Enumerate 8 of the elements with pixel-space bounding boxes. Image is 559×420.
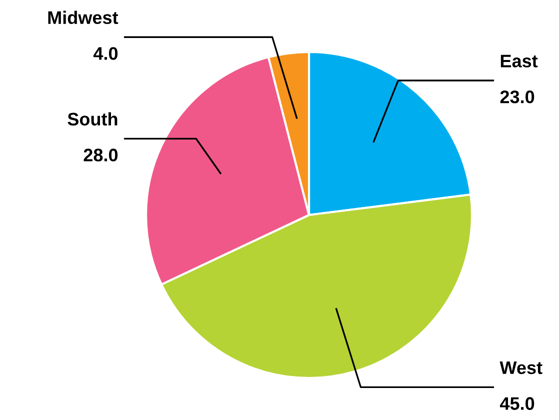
- data-label: 23.0: [500, 90, 534, 104]
- data-label: 45.0: [500, 397, 534, 410]
- slice-label: Midwest: [48, 10, 118, 24]
- slice-label: West: [500, 362, 542, 374]
- slice-label: South: [68, 112, 118, 126]
- slice-label: East: [500, 54, 538, 68]
- data-label: 28.0: [84, 148, 118, 162]
- data-label: 4.0: [93, 47, 118, 60]
